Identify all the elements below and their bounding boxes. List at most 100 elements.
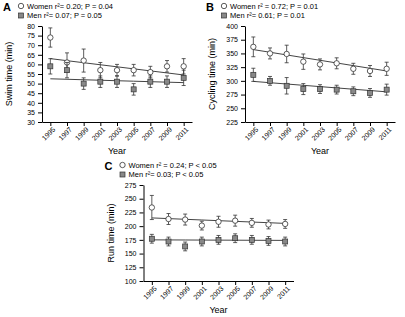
figure: 1995199719992001200320052007200920113035… (0, 0, 405, 317)
y-tick: 250 (226, 105, 245, 112)
x-tick-label: 2003 (209, 285, 225, 301)
x-tick: 2011 (377, 122, 393, 141)
x-tick: 1997 (260, 122, 276, 142)
x-tick: 2011 (174, 122, 190, 141)
y-tick-mark (140, 199, 144, 200)
legend-symbol (222, 13, 227, 18)
point (131, 67, 136, 72)
y-tick: 225 (226, 119, 245, 126)
point (334, 87, 339, 92)
y-axis-line (144, 186, 145, 282)
panel-label: A (3, 1, 11, 13)
y-tick: 300 (226, 78, 245, 85)
y-axis-title: Run time (min) (106, 203, 116, 262)
legend-symbol (120, 172, 125, 177)
legend-label: Men r²= 0.07; P = 0.05 (27, 11, 102, 20)
x-tick-label: 1999 (175, 285, 191, 301)
legend: Women r²= 0.20; P = 0.04Men r²= 0.07; P … (18, 2, 113, 21)
legend-item: Women r²= 0.20; P = 0.04 (18, 2, 113, 11)
x-axis: 199519971999200120032005200720092011 (142, 281, 294, 301)
y-tick: 50 (27, 80, 42, 87)
x-tick: 1999 (277, 122, 293, 142)
y-tick-mark (241, 108, 245, 109)
y-tick: 40 (27, 100, 42, 107)
trend-line (253, 81, 386, 91)
x-tick: 2009 (157, 122, 173, 142)
y-tick: 200 (125, 223, 144, 230)
x-tick-label: 1999 (277, 126, 293, 142)
point (267, 51, 272, 56)
point (149, 236, 154, 241)
y-tick-mark (38, 84, 42, 85)
error-bar (283, 237, 287, 246)
point (81, 81, 86, 86)
legend: Women r² = 0.72; P = 0.01Men r²= 0.61; P… (221, 2, 318, 21)
error-bar (182, 70, 186, 85)
y-tick: 70 (27, 42, 42, 49)
point (301, 87, 306, 92)
point (284, 51, 289, 56)
point (199, 223, 204, 228)
y-tick: 275 (125, 182, 144, 189)
y-tick-mark (140, 267, 144, 268)
y-tick: 350 (226, 50, 245, 57)
point (282, 221, 287, 226)
error-bar (148, 76, 152, 88)
y-tick: 45 (27, 90, 42, 97)
trend-line (50, 59, 183, 75)
legend-item: Men r²= 0.61; P = 0.01 (222, 11, 305, 20)
x-tick-label: 1999 (74, 126, 90, 142)
error-bar (285, 78, 289, 94)
x-tick-label: 2005 (327, 126, 343, 142)
y-tick: 175 (125, 237, 144, 244)
x-tick: 2005 (327, 122, 343, 142)
error-bar (318, 59, 322, 70)
error-bar (285, 45, 289, 63)
x-tick: 1995 (41, 122, 57, 142)
y-tick-label: 250 (226, 105, 238, 112)
error-bar (301, 84, 305, 95)
point (149, 205, 154, 210)
error-bar (301, 54, 305, 69)
y-tick-label: 50 (27, 80, 35, 87)
y-tick-label: 375 (226, 36, 238, 43)
y-tick-label: 70 (27, 42, 35, 49)
x-tick-label: 2007 (141, 126, 157, 142)
legend: Women r² = 0.24; P < 0.05Men r²= 0.03; P… (120, 161, 217, 180)
x-tick: 2007 (141, 122, 157, 142)
panel: 1995199719992001200320052007200920111001… (105, 160, 295, 315)
x-tick: 2011 (276, 281, 292, 300)
point (181, 64, 186, 69)
y-tick-label: 60 (27, 61, 35, 68)
x-tick: 2001 (294, 122, 310, 142)
point (318, 87, 323, 92)
point (249, 237, 254, 242)
legend-item: Women r² = 0.72; P = 0.01 (221, 2, 318, 11)
x-tick-label: 1997 (57, 126, 73, 142)
point (48, 64, 53, 69)
point (367, 68, 372, 73)
y-tick: 275 (226, 91, 245, 98)
y-tick-mark (241, 53, 245, 54)
y-axis-line (245, 27, 246, 123)
y-axis-line (42, 27, 43, 123)
point (284, 83, 289, 88)
error-bar (251, 68, 255, 81)
error-bar (167, 237, 171, 246)
y-tick-label: 400 (226, 23, 238, 30)
error-bar (351, 63, 355, 74)
marks (149, 195, 288, 250)
error-bar (132, 64, 136, 76)
y-tick: 125 (125, 264, 144, 271)
error-bar (251, 37, 255, 57)
x-tick-label: 2009 (360, 126, 376, 142)
y-tick: 100 (125, 278, 144, 285)
error-bar (335, 85, 339, 94)
x-tick: 1995 (142, 281, 158, 301)
x-tick: 2009 (259, 281, 275, 301)
x-tick: 1999 (74, 122, 90, 142)
x-tick-label: 2003 (310, 126, 326, 142)
error-bar (250, 235, 254, 244)
point (114, 67, 119, 72)
x-tick: 2007 (242, 281, 258, 301)
